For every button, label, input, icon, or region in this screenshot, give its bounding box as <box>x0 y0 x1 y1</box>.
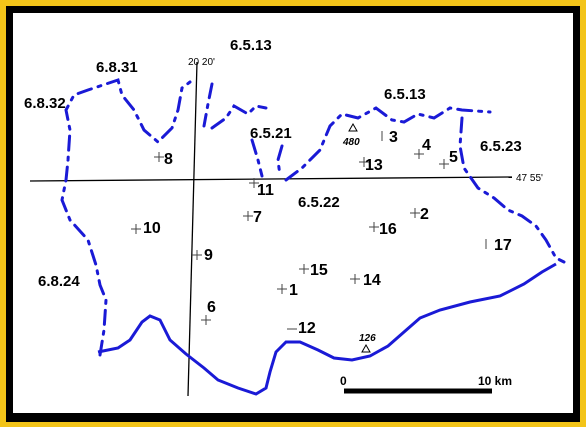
site-label-17: 17 <box>494 237 512 254</box>
site-label-13: 13 <box>365 157 383 174</box>
site-label-15: 15 <box>310 262 328 279</box>
elevation-label-north: 480 <box>342 137 360 148</box>
scale-start-label: 0 <box>340 374 347 388</box>
site-marker-1 <box>277 284 287 294</box>
peak-south-icon <box>361 343 371 353</box>
longitude-line <box>187 61 198 397</box>
boundary-label-6-5-22: 6.5.22 <box>298 194 340 211</box>
site-marker-5 <box>439 159 449 169</box>
site-marker-9 <box>192 250 202 260</box>
site-label-6: 6 <box>207 299 216 316</box>
boundary-label-6-5-13-right: 6.5.13 <box>384 86 426 103</box>
site-marker-8 <box>154 152 164 162</box>
peak-north-icon <box>348 122 358 132</box>
site-marker-10 <box>131 224 141 234</box>
boundary-label-6-8-24: 6.8.24 <box>38 273 80 290</box>
site-marker-16 <box>369 222 379 232</box>
elevation-label-south: 126 <box>359 333 376 344</box>
site-label-16: 16 <box>379 221 397 238</box>
site-label-5: 5 <box>449 149 458 166</box>
site-marker-6 <box>201 315 211 325</box>
latitude-line <box>29 176 513 182</box>
site-label-3: 3 <box>389 129 398 146</box>
latitude-label: 47 55' <box>516 173 543 184</box>
site-label-2: 2 <box>420 206 429 223</box>
longitude-label: 20 20' <box>188 57 215 68</box>
site-marker-15 <box>299 264 309 274</box>
site-label-14: 14 <box>363 272 381 289</box>
boundary-label-6-5-21: 6.5.21 <box>250 125 292 142</box>
site-marker-11 <box>249 178 259 188</box>
site-marker-2 <box>410 208 420 218</box>
site-label-4: 4 <box>422 137 431 154</box>
boundary-label-6-8-31: 6.8.31 <box>96 59 138 76</box>
boundary-label-6-5-13-top: 6.5.13 <box>230 37 272 54</box>
site-label-1: 1 <box>289 282 298 299</box>
site-label-8: 8 <box>164 151 173 168</box>
river <box>97 262 557 396</box>
map-background <box>13 13 573 413</box>
site-label-9: 9 <box>204 247 213 264</box>
site-label-12: 12 <box>298 320 316 337</box>
site-label-10: 10 <box>143 220 161 237</box>
site-marker-13 <box>359 157 369 167</box>
site-markers <box>131 131 487 330</box>
site-label-11: 11 <box>257 182 274 199</box>
site-marker-14 <box>350 274 360 284</box>
boundary-label-6-5-23: 6.5.23 <box>480 138 522 155</box>
scale-end-label: 10 km <box>478 374 512 388</box>
boundary-label-6-8-32: 6.8.32 <box>24 95 66 112</box>
site-marker-4 <box>414 149 424 159</box>
site-marker-7 <box>243 211 253 221</box>
site-label-7: 7 <box>253 209 262 226</box>
catchment-boundary <box>60 78 566 357</box>
